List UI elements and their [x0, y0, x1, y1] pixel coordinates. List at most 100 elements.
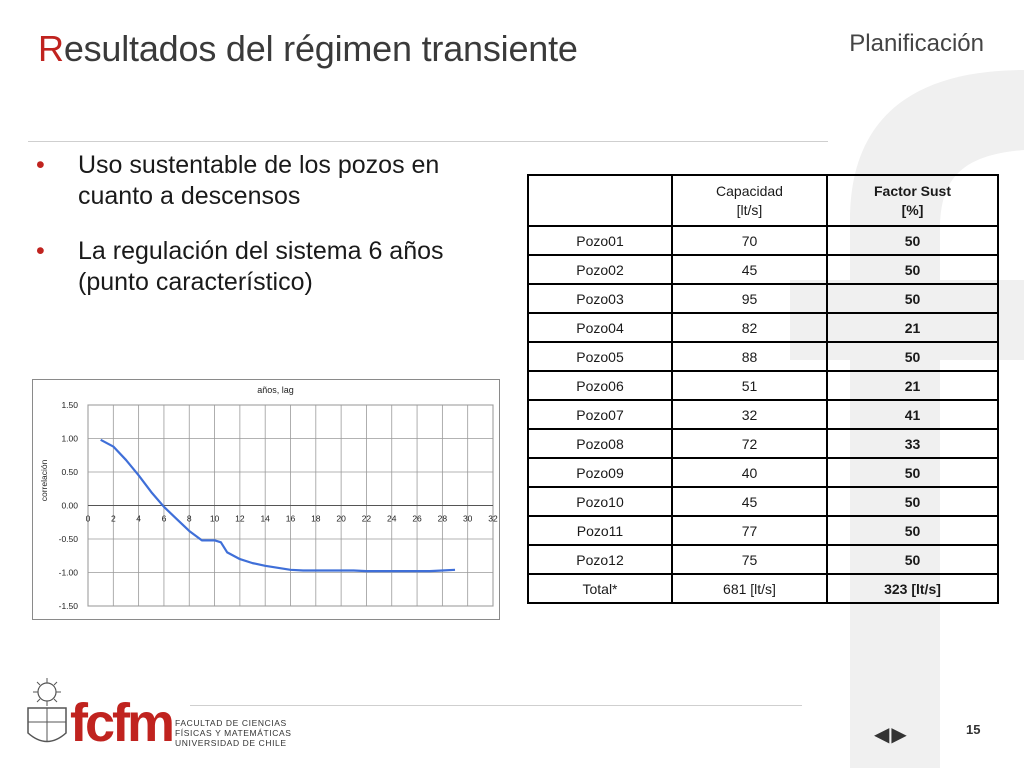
capacity-cell: 75	[671, 544, 828, 575]
well-name-cell: Pozo06	[527, 370, 673, 401]
factor-cell: 50	[826, 457, 999, 488]
wells-table: Capacidad [lt/s] Factor Sust [%] Pozo01 70 5…	[527, 174, 999, 604]
x-tick-label: 22	[362, 514, 372, 524]
well-name-cell: Pozo09	[527, 457, 673, 488]
table-header-row: Capacidad [lt/s] Factor Sust [%]	[527, 174, 999, 227]
x-tick-label: 16	[286, 514, 296, 524]
table-row: Pozo07 32 41	[527, 399, 999, 430]
well-name-cell: Total*	[527, 573, 673, 604]
university-logo	[22, 678, 322, 758]
table-row: Pozo11 77 50	[527, 515, 999, 546]
factor-cell: 21	[826, 370, 999, 401]
fcfm-logo: fcfm	[70, 693, 175, 753]
forward-arrow-icon[interactable]: ▶	[891, 724, 907, 746]
x-tick-label: 10	[210, 514, 220, 524]
table-row: Pozo06 51 21	[527, 370, 999, 401]
x-tick-label: 2	[111, 514, 116, 524]
table-row: Pozo12 75 50	[527, 544, 999, 575]
x-tick-label: 4	[136, 514, 141, 524]
well-name-cell: Pozo10	[527, 486, 673, 517]
capacity-cell: 681 [lt/s]	[671, 573, 828, 604]
header-cell-capacity: Capacidad [lt/s]	[671, 174, 828, 227]
x-tick-label: 24	[387, 514, 397, 524]
factor-cell: 33	[826, 428, 999, 459]
factor-cell: 50	[826, 254, 999, 285]
table-row: Pozo05 88 50	[527, 341, 999, 372]
factor-cell: 50	[826, 515, 999, 546]
well-name-cell: Pozo11	[527, 515, 673, 546]
table-row: Pozo10 45 50	[527, 486, 999, 517]
header-cell-empty	[527, 174, 673, 227]
correlation-chart: 1.50 1.00 0.50 0.00 -0.50 -1.00 -1.50 0 2 4 6 8 10 12…	[32, 379, 500, 620]
well-name-cell: Pozo07	[527, 399, 673, 430]
x-tick-label: 32	[488, 514, 498, 524]
bullet-item: • La regulación del sistema 6 años (punto…	[36, 237, 444, 296]
x-tick-label: 14	[260, 514, 270, 524]
header-cell-factor: Factor Sust [%]	[826, 174, 999, 227]
table-row: Pozo04 82 21	[527, 312, 999, 343]
table-row: Pozo02 45 50	[527, 254, 999, 285]
capacity-cell: 77	[671, 515, 828, 546]
section-label: Planificación	[849, 30, 984, 57]
y-tick-label: -1.00	[59, 568, 79, 578]
slide-title: Resultados del régimen transiente	[38, 28, 578, 69]
table-row: Pozo03 95 50	[527, 283, 999, 314]
factor-cell: 21	[826, 312, 999, 343]
table-row: Pozo01 70 50	[527, 225, 999, 256]
capacity-cell: 40	[671, 457, 828, 488]
x-tick-label: 8	[187, 514, 192, 524]
well-name-cell: Pozo08	[527, 428, 673, 459]
capacity-cell: 82	[671, 312, 828, 343]
x-tick-label: 12	[235, 514, 245, 524]
factor-cell: 50	[826, 283, 999, 314]
y-tick-label: 1.00	[61, 434, 78, 444]
factor-cell: 323 [lt/s]	[826, 573, 999, 604]
table-row: Total* 681 [lt/s] 323 [lt/s]	[527, 573, 999, 604]
capacity-cell: 51	[671, 370, 828, 401]
factor-cell: 50	[826, 341, 999, 372]
x-tick-label: 26	[412, 514, 422, 524]
x-tick-label: 6	[162, 514, 167, 524]
well-name-cell: Pozo05	[527, 341, 673, 372]
footer-divider	[190, 705, 802, 706]
x-tick-label: 30	[463, 514, 473, 524]
table-row: Pozo08 72 33	[527, 428, 999, 459]
y-tick-label: 1.50	[61, 400, 78, 410]
well-name-cell: Pozo04	[527, 312, 673, 343]
well-name-cell: Pozo01	[527, 225, 673, 256]
y-tick-label: 0.00	[61, 501, 78, 511]
factor-cell: 50	[826, 225, 999, 256]
well-name-cell: Pozo12	[527, 544, 673, 575]
capacity-cell: 45	[671, 486, 828, 517]
title-divider	[28, 141, 828, 142]
y-axis-label: correlación	[39, 459, 49, 501]
capacity-cell: 88	[671, 341, 828, 372]
well-name-cell: Pozo02	[527, 254, 673, 285]
capacity-cell: 72	[671, 428, 828, 459]
bullet-list: • Uso sustentable de los pozos en cuanto …	[36, 150, 506, 322]
capacity-cell: 95	[671, 283, 828, 314]
chart-title: años, lag	[257, 385, 294, 395]
back-arrow-icon[interactable]: ◀	[874, 724, 890, 746]
capacity-cell: 32	[671, 399, 828, 430]
y-tick-label: -0.50	[59, 534, 79, 544]
university-crest-icon	[27, 678, 67, 743]
factor-cell: 41	[826, 399, 999, 430]
chart-svg: 1.501.000.500.00-0.50-1.00-1.500 2 4 6 8 10 12…	[39, 385, 498, 611]
factor-cell: 50	[826, 544, 999, 575]
faculty-name: FACULTAD DE CIENCIAS FÍSICAS Y MATEMÁTIC…	[175, 718, 292, 748]
table-row: Pozo09 40 50	[527, 457, 999, 488]
y-tick-label: -1.50	[59, 601, 79, 611]
capacity-cell: 45	[671, 254, 828, 285]
bullet-item: • Uso sustentable de los pozos en cuanto …	[36, 151, 440, 210]
x-tick-label: 20	[336, 514, 346, 524]
slide-navigation: ◀ ▶	[874, 722, 909, 747]
x-tick-label: 18	[311, 514, 321, 524]
well-name-cell: Pozo03	[527, 283, 673, 314]
series-line	[100, 438, 456, 573]
x-tick-label: 28	[438, 514, 448, 524]
page-number: 15	[966, 722, 981, 737]
capacity-cell: 70	[671, 225, 828, 256]
x-tick-label: 0	[86, 514, 91, 524]
y-tick-label: 0.50	[61, 467, 78, 477]
